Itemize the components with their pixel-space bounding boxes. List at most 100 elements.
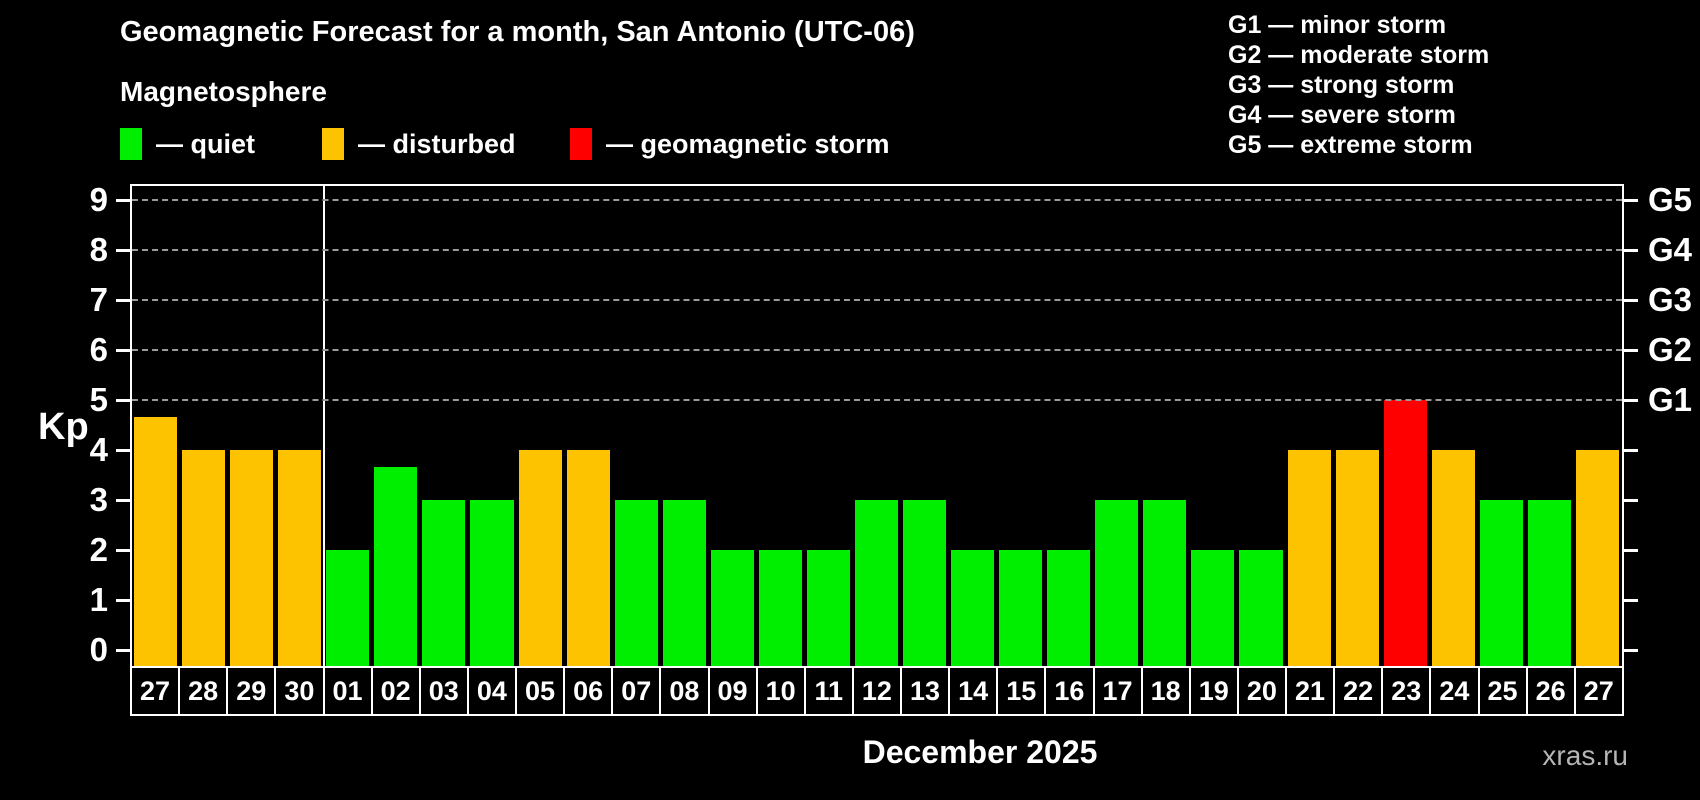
kp-bar-day-14 xyxy=(951,550,995,666)
day-label-10: 10 xyxy=(755,666,806,716)
g2-legend-line: G2 — moderate storm xyxy=(1228,41,1490,69)
x-axis-day-labels: 27 28 29 30 01 02 03 04 05 06 07 08 09 10 11 12 13 14 15 16… xyxy=(130,666,1624,716)
y-tick-label-2: 2 xyxy=(89,531,108,568)
kp-bar-day-16 xyxy=(1047,550,1091,666)
right-tick-kp9 xyxy=(1624,199,1638,202)
legend-item-disturbed: — disturbed xyxy=(322,128,516,160)
day-label-14: 14 xyxy=(948,666,999,716)
bar-slot-day-01 xyxy=(324,186,372,666)
bar-slot-day-14 xyxy=(949,186,997,666)
kp-bar-day-05 xyxy=(518,450,562,666)
bar-slot-day-04 xyxy=(468,186,516,666)
right-tick-kp8 xyxy=(1624,249,1638,252)
bar-slot-day-28 xyxy=(180,186,228,666)
magnetosphere-subtitle: Magnetosphere xyxy=(120,76,327,107)
day-label-23: 23 xyxy=(1381,666,1432,716)
bar-slot-day-16 xyxy=(1045,186,1093,666)
day-label-27: 27 xyxy=(1573,666,1624,716)
kp-bar-day-18 xyxy=(1143,500,1187,666)
disturbed-color-swatch xyxy=(322,128,344,160)
day-label-08: 08 xyxy=(659,666,710,716)
kp-bar-day-04 xyxy=(470,500,514,666)
kp-bar-day-26 xyxy=(1527,500,1571,666)
kp-bar-day-02 xyxy=(374,466,418,666)
day-label-13: 13 xyxy=(900,666,951,716)
kp-bar-day-25 xyxy=(1479,500,1523,666)
right-tick-kp1 xyxy=(1624,599,1638,602)
kp-bar-day-01 xyxy=(326,550,370,666)
day-label-01: 01 xyxy=(322,666,373,716)
g-tick-label-G5: G5 xyxy=(1648,181,1693,218)
day-label-12: 12 xyxy=(851,666,902,716)
kp-bar-day-10 xyxy=(758,550,802,666)
y-tick-label-0: 0 xyxy=(89,631,108,668)
left-tick-kp2 xyxy=(116,549,130,552)
right-tick-kp5 xyxy=(1624,399,1638,402)
day-label-15: 15 xyxy=(996,666,1047,716)
left-tick-kp8 xyxy=(116,249,130,252)
bars-container xyxy=(132,186,1622,666)
kp-bar-day-20 xyxy=(1239,550,1283,666)
g-tick-label-G3: G3 xyxy=(1648,281,1693,318)
left-tick-kp1 xyxy=(116,599,130,602)
y-tick-label-5: 5 xyxy=(89,381,108,418)
bar-slot-day-11 xyxy=(805,186,853,666)
day-label-11: 11 xyxy=(803,666,854,716)
y-tick-label-3: 3 xyxy=(89,481,108,518)
disturbed-label: — disturbed xyxy=(358,128,516,159)
bar-slot-day-08 xyxy=(661,186,709,666)
left-tick-kp4 xyxy=(116,449,130,452)
bar-slot-day-24 xyxy=(1430,186,1478,666)
storm-color-swatch xyxy=(570,128,592,160)
bar-slot-day-17 xyxy=(1093,186,1141,666)
bar-slot-day-07 xyxy=(613,186,661,666)
g-tick-label-G1: G1 xyxy=(1648,381,1693,418)
day-label-03: 03 xyxy=(418,666,469,716)
y-tick-label-7: 7 xyxy=(89,281,108,318)
kp-bar-day-24 xyxy=(1431,450,1475,666)
g1-legend-line: G1 — minor storm xyxy=(1228,11,1447,39)
g4-legend-line: G4 — severe storm xyxy=(1228,101,1456,129)
g-tick-label-G2: G2 xyxy=(1648,331,1693,368)
quiet-label: — quiet xyxy=(156,128,255,159)
gridline-kp6 xyxy=(132,349,1622,351)
bar-slot-day-15 xyxy=(997,186,1045,666)
bar-slot-day-30 xyxy=(276,186,324,666)
left-tick-kp7 xyxy=(116,299,130,302)
day-label-26: 26 xyxy=(1525,666,1576,716)
right-tick-kp4 xyxy=(1624,449,1638,452)
bar-slot-day-25 xyxy=(1478,186,1526,666)
bar-slot-day-19 xyxy=(1189,186,1237,666)
day-label-18: 18 xyxy=(1140,666,1191,716)
kp-bar-day-27 xyxy=(134,416,178,666)
bar-slot-day-27 xyxy=(132,186,180,666)
x-axis-title: December 2025 xyxy=(862,734,1098,770)
bar-slot-day-06 xyxy=(565,186,613,666)
page-title: Geomagnetic Forecast for a month, San An… xyxy=(120,16,915,48)
gridline-kp8 xyxy=(132,249,1622,251)
right-tick-kp0 xyxy=(1624,649,1638,652)
left-tick-kp9 xyxy=(116,199,130,202)
month-separator-line xyxy=(323,186,326,666)
bar-slot-day-18 xyxy=(1141,186,1189,666)
day-label-22: 22 xyxy=(1333,666,1384,716)
day-label-05: 05 xyxy=(515,666,566,716)
right-tick-kp2 xyxy=(1624,549,1638,552)
bar-slot-day-21 xyxy=(1286,186,1334,666)
y-tick-label-4: 4 xyxy=(89,431,108,468)
left-tick-kp5 xyxy=(116,399,130,402)
bar-slot-day-02 xyxy=(372,186,420,666)
g-tick-label-G4: G4 xyxy=(1648,231,1693,268)
day-label-21: 21 xyxy=(1285,666,1336,716)
right-tick-kp3 xyxy=(1624,499,1638,502)
quiet-color-swatch xyxy=(120,128,142,160)
gridline-kp9 xyxy=(132,199,1622,201)
bar-slot-day-12 xyxy=(853,186,901,666)
legend-item-storm: — geomagnetic storm xyxy=(570,128,890,160)
y-tick-label-1: 1 xyxy=(89,581,108,618)
day-label-04: 04 xyxy=(466,666,517,716)
day-label-28: 28 xyxy=(178,666,229,716)
kp-bar-day-06 xyxy=(566,450,610,666)
kp-bar-day-21 xyxy=(1287,450,1331,666)
kp-bar-day-28 xyxy=(182,450,226,666)
